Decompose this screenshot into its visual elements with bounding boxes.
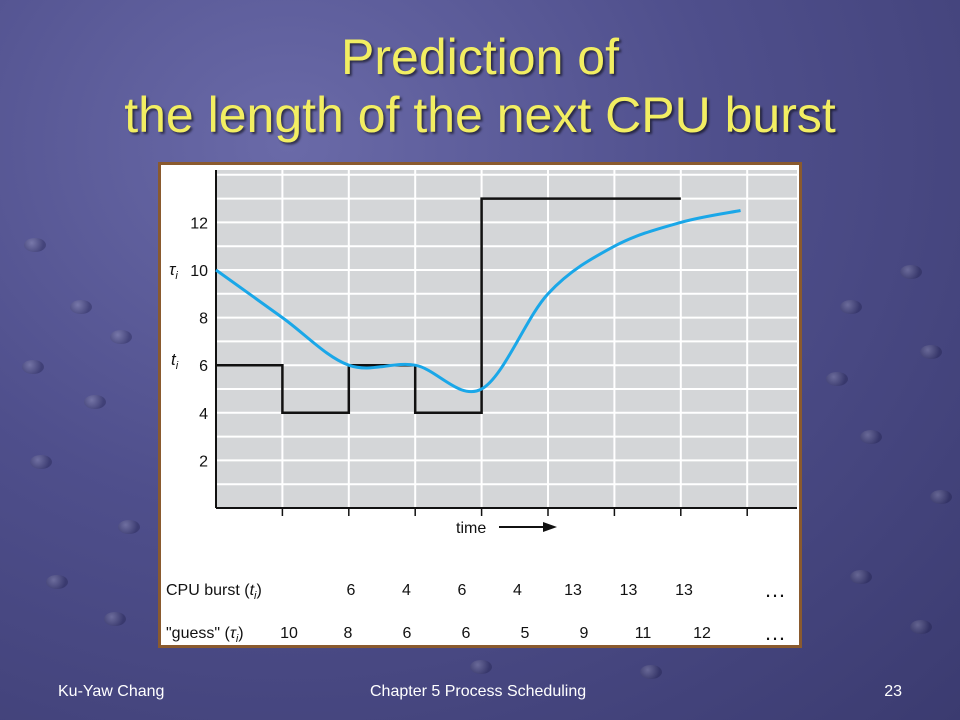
guess-value: 10 <box>280 625 298 642</box>
burst-value: 6 <box>347 582 356 599</box>
figure-panel: 2 4 6 8 10 12 τi ti time CPU burst (ti) 6 4 6 4 1… <box>158 162 802 648</box>
y-tick-labels: 2 4 6 8 10 12 <box>190 215 208 470</box>
cpu-burst-line <box>216 197 681 415</box>
guess-row-label: "guess" (τi) <box>166 625 244 645</box>
y-tick-label: 12 <box>190 215 208 232</box>
plot-area <box>216 170 797 508</box>
footer-author: Ku-Yaw Chang <box>58 683 165 700</box>
burst-row-ellipsis: … <box>764 577 786 602</box>
title-line-1: Prediction of <box>341 29 619 85</box>
burst-value: 4 <box>513 582 522 599</box>
footer-page-number: 23 <box>884 683 902 700</box>
guess-curve <box>215 209 741 393</box>
guess-value: 6 <box>462 625 471 642</box>
guess-value: 11 <box>635 625 652 642</box>
guess-value: 5 <box>521 625 530 642</box>
burst-value: 13 <box>675 582 693 599</box>
burst-value: 13 <box>564 582 582 599</box>
burst-table-row: CPU burst (ti) 6 4 6 4 13 13 13 … <box>166 577 786 602</box>
burst-value: 4 <box>402 582 411 599</box>
burst-row-label: CPU burst (ti) <box>166 582 262 602</box>
guess-row-ellipsis: … <box>764 620 786 645</box>
tau-symbol: τi <box>169 260 178 282</box>
y-tick-label: 6 <box>199 358 208 375</box>
guess-value: 12 <box>693 625 711 642</box>
y-tick-label: 2 <box>199 453 208 470</box>
y-tick-label: 10 <box>190 263 208 280</box>
guess-value: 6 <box>403 625 412 642</box>
x-axis-label: time <box>456 520 486 537</box>
footer-chapter: Chapter 5 Process Scheduling <box>370 683 587 700</box>
burst-prediction-chart: 2 4 6 8 10 12 τi ti time CPU burst (ti) 6 4 6 4 1… <box>166 170 797 645</box>
guess-value: 8 <box>344 625 353 642</box>
t-symbol: ti <box>171 350 179 372</box>
title-line-2: the length of the next CPU burst <box>124 87 836 143</box>
time-arrowhead <box>543 522 557 532</box>
y-tick-label: 8 <box>199 311 208 328</box>
slide-title: Prediction of the length of the next CPU… <box>0 28 960 144</box>
burst-value: 6 <box>458 582 467 599</box>
burst-value: 13 <box>620 582 638 599</box>
guess-table-row: "guess" (τi) 10 8 6 6 5 9 11 12 … <box>166 620 786 645</box>
y-tick-label: 4 <box>199 406 208 423</box>
guess-value: 9 <box>580 625 589 642</box>
